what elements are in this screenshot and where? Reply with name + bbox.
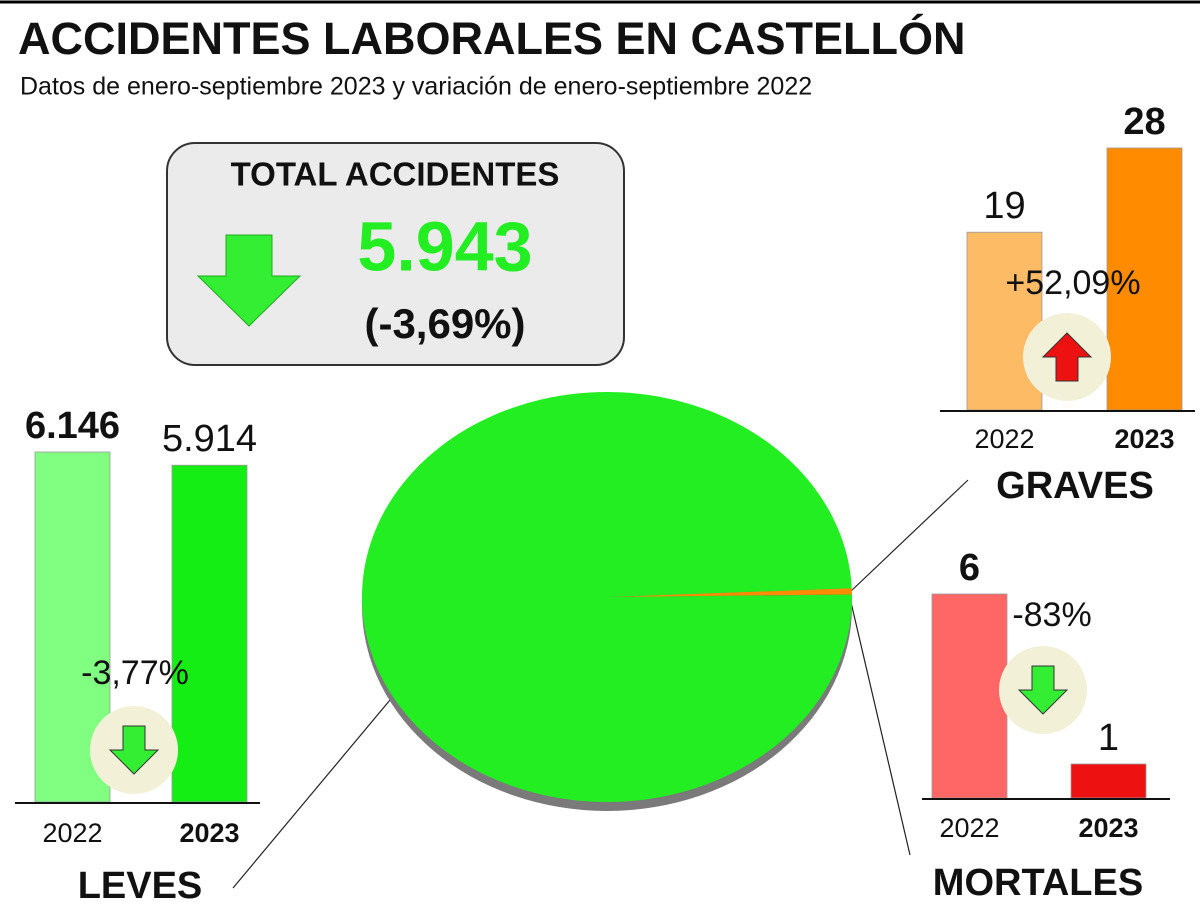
leader-line <box>849 479 969 593</box>
value-label: 28 <box>1123 101 1165 143</box>
subtitle: Datos de enero-septiembre 2023 y variaci… <box>20 73 812 101</box>
pie-label: LEVES <box>78 865 203 907</box>
leader-lines <box>232 479 969 889</box>
total-change: (-3,69%) <box>364 300 525 347</box>
up-arrow <box>1041 332 1093 382</box>
value-label: 6 <box>959 547 980 589</box>
category-label: 2022 <box>42 818 102 848</box>
category-label: 2022 <box>939 813 999 843</box>
bar <box>1070 763 1147 799</box>
category-label: 2023 <box>1114 424 1174 454</box>
leader-line <box>849 597 911 856</box>
bar <box>171 464 248 803</box>
category-label: 2023 <box>179 818 239 848</box>
value-label: 5.914 <box>162 418 257 460</box>
category-label: 2023 <box>1078 813 1138 843</box>
pie-label: MORTALES <box>933 862 1143 904</box>
total-box: TOTAL ACCIDENTES 5.943 (-3,69%) <box>166 142 625 366</box>
change-label: -3,77% <box>81 654 189 692</box>
change-label: +52,09% <box>1005 264 1140 302</box>
pie-label: GRAVES <box>996 465 1154 507</box>
pie-slice <box>361 391 852 802</box>
total-value: 5.943 <box>357 207 532 285</box>
value-label: 19 <box>983 185 1025 227</box>
value-label: 1 <box>1098 717 1119 759</box>
total-box-bg <box>166 142 625 366</box>
category-label: 2022 <box>974 424 1034 454</box>
down-arrow <box>1017 665 1069 715</box>
value-label: 6.146 <box>25 405 120 447</box>
total-title: TOTAL ACCIDENTES <box>231 156 560 193</box>
bar <box>931 593 1008 799</box>
bar <box>1106 147 1183 411</box>
bar <box>966 231 1043 411</box>
down-arrow <box>196 234 302 327</box>
change-label: -83% <box>1012 596 1091 634</box>
pie-slice <box>607 594 852 597</box>
title: ACCIDENTES LABORALES EN CASTELLÓN <box>18 13 966 64</box>
down-arrow <box>108 725 160 775</box>
pie-slice <box>607 588 852 597</box>
leader-line <box>232 699 391 889</box>
